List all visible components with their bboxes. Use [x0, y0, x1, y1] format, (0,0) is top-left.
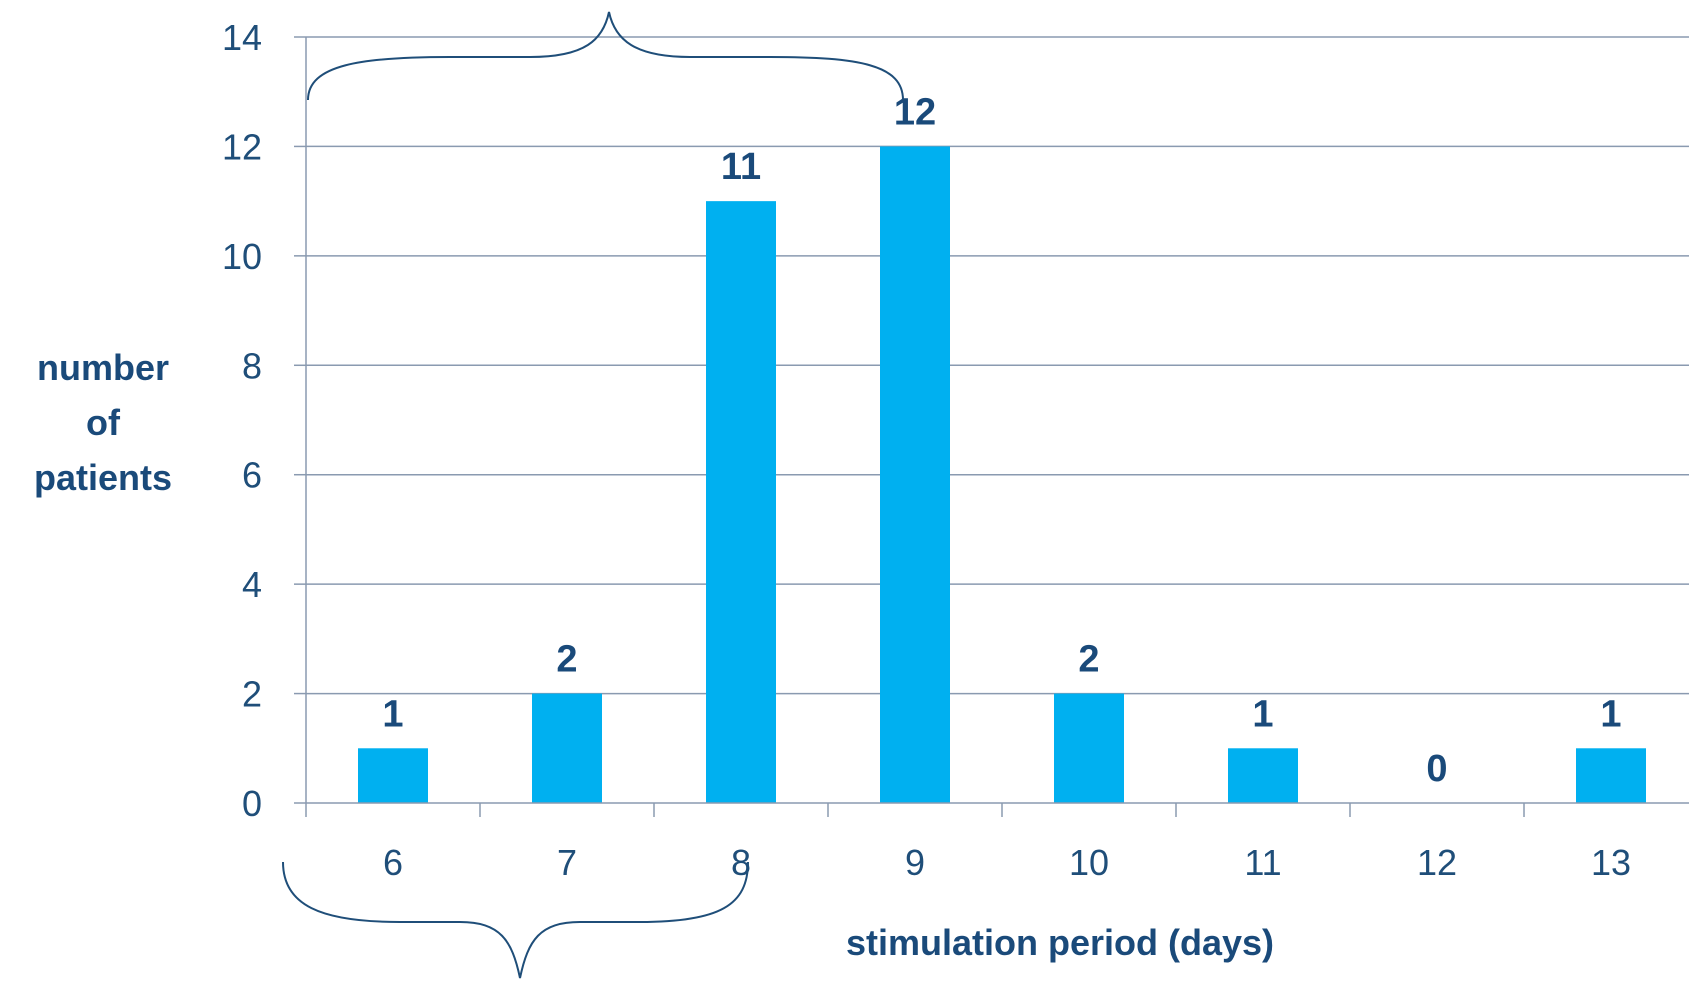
x-tick-label: 13 — [1591, 842, 1631, 883]
y-tick-label: 0 — [242, 783, 262, 824]
x-axis-title: stimulation period (days) — [846, 922, 1274, 963]
y-tick-label: 4 — [242, 564, 262, 605]
y-axis-title-line-3: patients — [34, 457, 172, 498]
bars — [358, 146, 1646, 804]
x-tick-labels: 6 7 8 9 10 11 12 13 — [383, 842, 1631, 883]
bar — [1054, 693, 1124, 803]
x-tick-label: 12 — [1417, 842, 1457, 883]
data-label: 0 — [1426, 748, 1447, 790]
data-label: 2 — [1078, 639, 1099, 681]
x-tick-label: 9 — [905, 842, 925, 883]
x-tick-label: 11 — [1244, 842, 1281, 883]
y-tick-label: 8 — [242, 345, 262, 386]
bar — [1228, 748, 1298, 803]
y-tick-label: 2 — [242, 674, 262, 715]
x-tick-label: 8 — [731, 842, 751, 883]
top-brace — [307, 11, 904, 101]
data-label: 12 — [894, 91, 936, 133]
y-axis-title-line-2: of — [86, 402, 121, 443]
y-axis-title-line-1: number — [37, 347, 169, 388]
x-tick-label: 10 — [1069, 842, 1109, 883]
y-tick-label: 6 — [242, 455, 262, 496]
bar — [880, 146, 950, 803]
bar — [358, 748, 428, 803]
x-tick-label: 7 — [557, 842, 577, 883]
data-label: 2 — [556, 639, 577, 681]
data-label: 1 — [1252, 693, 1273, 735]
bar — [532, 693, 602, 803]
axes — [305, 37, 1689, 817]
gridlines — [306, 36, 1689, 695]
bar — [706, 201, 776, 804]
y-tick-label: 14 — [222, 17, 262, 58]
data-label: 1 — [382, 693, 403, 735]
y-tick-label: 10 — [222, 236, 262, 277]
y-tick-labels: 0 2 4 6 8 10 12 14 — [222, 17, 306, 824]
bar — [1576, 748, 1646, 803]
bottom-brace — [282, 861, 749, 979]
y-tick-label: 12 — [222, 126, 262, 167]
data-label: 1 — [1600, 693, 1621, 735]
data-label: 11 — [721, 146, 761, 188]
x-tick-label: 6 — [383, 842, 403, 883]
